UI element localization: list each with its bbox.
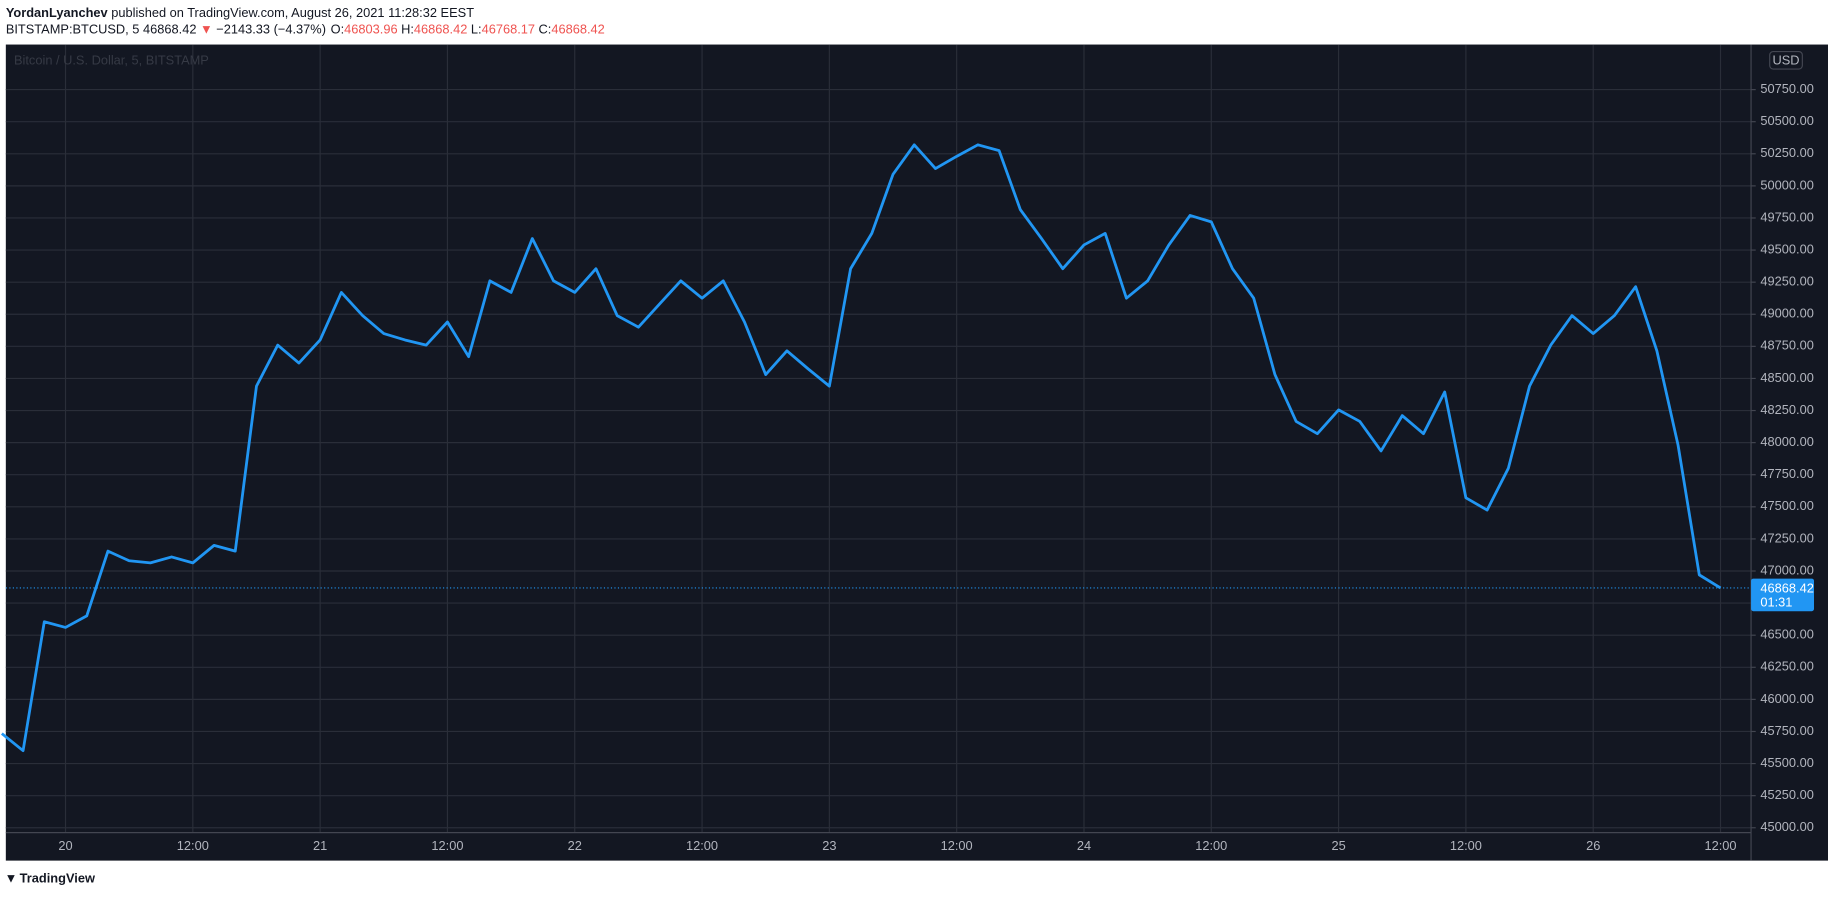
y-tick-label: 47750.00 bbox=[1760, 466, 1813, 481]
y-tick-label: 45750.00 bbox=[1760, 723, 1813, 738]
arrow: ▼ bbox=[200, 22, 213, 37]
chart-panel bbox=[5, 44, 1828, 861]
y-tick-label: 46000.00 bbox=[1760, 691, 1813, 706]
symbol: BITSTAMP:BTCUSD, 5 bbox=[6, 22, 140, 37]
ohlc: O:46803.96 H:46868.42 L:46768.17 C:46868.42 bbox=[331, 22, 605, 37]
change: −2143.33 (−4.37%) bbox=[216, 22, 326, 37]
x-tick-label: 12:00 bbox=[177, 838, 209, 853]
x-tick-label: 12:00 bbox=[1450, 838, 1482, 853]
x-tick-label: 24 bbox=[1077, 838, 1091, 853]
y-tick-label: 50500.00 bbox=[1760, 113, 1813, 128]
symbol-line: BITSTAMP:BTCUSD, 5 46868.42 ▼ −2143.33 (… bbox=[6, 22, 605, 37]
x-tick-label: 23 bbox=[822, 838, 836, 853]
x-tick-label: 12:00 bbox=[1195, 838, 1227, 853]
header-line: YordanLyanchev published on TradingView.… bbox=[6, 6, 474, 21]
x-tick-label: 12:00 bbox=[686, 838, 718, 853]
last: 46868.42 bbox=[143, 22, 196, 37]
y-tick-label: 45000.00 bbox=[1760, 819, 1813, 834]
ohlc-label: O: bbox=[331, 22, 345, 37]
y-tick-label: 50750.00 bbox=[1760, 81, 1813, 96]
author: YordanLyanchev bbox=[6, 6, 109, 21]
currency: USD bbox=[1772, 52, 1799, 67]
watermark: Bitcoin / U.S. Dollar, 5, BITSTAMP bbox=[14, 52, 209, 67]
last-price-label: 46868.42 bbox=[1760, 580, 1813, 595]
y-tick-label: 48000.00 bbox=[1760, 434, 1813, 449]
x-tick-label: 22 bbox=[568, 838, 582, 853]
y-tick-label: 45500.00 bbox=[1760, 755, 1813, 770]
y-tick-label: 46250.00 bbox=[1760, 659, 1813, 674]
countdown: 01:31 bbox=[1760, 594, 1792, 609]
y-tick-label: 49500.00 bbox=[1760, 241, 1813, 256]
ohlc-value: 46768.17 bbox=[482, 22, 535, 37]
y-tick-label: 46500.00 bbox=[1760, 627, 1813, 642]
y-tick-label: 45250.00 bbox=[1760, 787, 1813, 802]
y-tick-label: 50000.00 bbox=[1760, 177, 1813, 192]
y-tick-label: 47500.00 bbox=[1760, 498, 1813, 513]
ohlc-value: 46868.42 bbox=[414, 22, 467, 37]
ohlc-value: 46803.96 bbox=[344, 22, 397, 37]
y-tick-label: 49750.00 bbox=[1760, 209, 1813, 224]
y-tick-label: 48500.00 bbox=[1760, 370, 1813, 385]
x-tick-label: 12:00 bbox=[431, 838, 463, 853]
x-tick-label: 12:00 bbox=[1704, 838, 1736, 853]
y-tick-label: 49000.00 bbox=[1760, 306, 1813, 321]
published: published on TradingView.com, August 26,… bbox=[111, 6, 474, 21]
y-tick-label: 48250.00 bbox=[1760, 402, 1813, 417]
price-line bbox=[0, 143, 1722, 753]
brand: TradingView bbox=[20, 871, 95, 886]
ohlc-label: L: bbox=[471, 22, 482, 37]
grid: 45000.00 45250.00 45500.00 45750.00 46000.00… bbox=[5, 44, 1814, 853]
y-tick-label: 48750.00 bbox=[1760, 338, 1813, 353]
y-tick-label: 47000.00 bbox=[1760, 562, 1813, 577]
ohlc-label: C: bbox=[539, 22, 552, 37]
brand-logo: ▼ TradingView bbox=[5, 871, 95, 886]
x-tick-label: 21 bbox=[313, 838, 327, 853]
ohlc-label: H: bbox=[401, 22, 414, 37]
ohlc-value: 46868.42 bbox=[551, 22, 604, 37]
currency-badge bbox=[1769, 50, 1803, 70]
last-price-badge bbox=[1751, 578, 1815, 612]
y-tick-label: 50250.00 bbox=[1760, 145, 1813, 160]
y-tick-label: 49250.00 bbox=[1760, 274, 1813, 289]
x-tick-label: 25 bbox=[1331, 838, 1345, 853]
x-tick-label: 12:00 bbox=[941, 838, 973, 853]
x-tick-label: 20 bbox=[58, 838, 72, 853]
x-tick-label: 26 bbox=[1586, 838, 1600, 853]
y-tick-label: 47250.00 bbox=[1760, 530, 1813, 545]
